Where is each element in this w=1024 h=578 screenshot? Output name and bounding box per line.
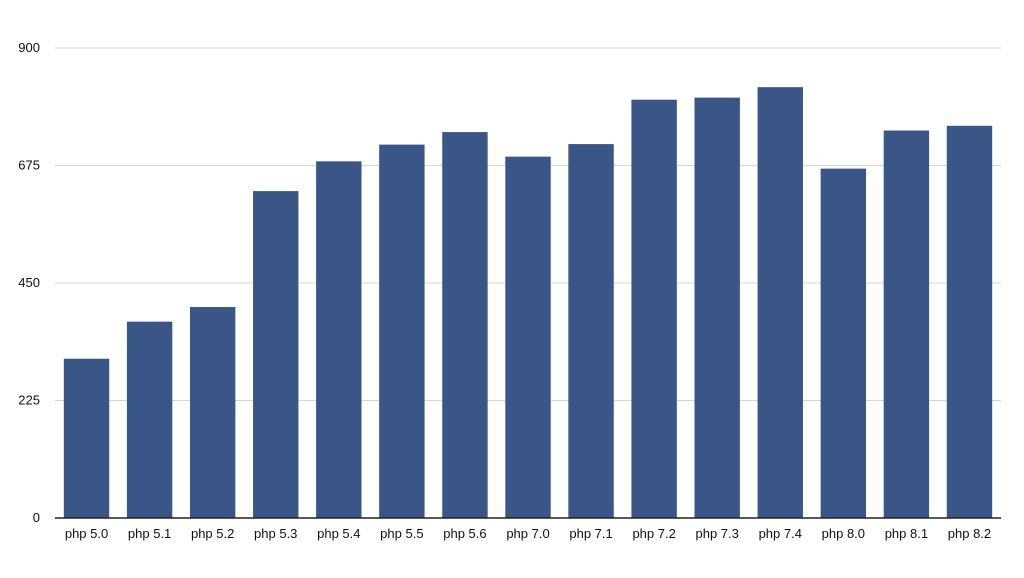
y-tick-labels: 0 225 450 675 900	[18, 40, 40, 525]
bar	[442, 132, 488, 519]
y-tick-label: 0	[33, 510, 40, 525]
x-tick-label: php 7.2	[632, 526, 675, 541]
x-tick-label: php 5.4	[317, 526, 360, 541]
x-tick-label: php 5.6	[443, 526, 486, 541]
bars	[63, 87, 993, 519]
bar	[379, 144, 425, 518]
bar	[820, 168, 867, 518]
x-tick-label: php 8.2	[948, 526, 991, 541]
x-tick-label: php 5.3	[254, 526, 297, 541]
bar	[883, 130, 930, 518]
y-tick-label: 900	[18, 40, 40, 55]
bar	[631, 99, 677, 518]
bar	[126, 321, 173, 518]
x-tick-label: php 5.0	[65, 526, 108, 541]
x-tick-label: php 5.2	[191, 526, 234, 541]
bar	[568, 144, 614, 519]
bar	[757, 87, 803, 519]
x-tick-labels: php 5.0 php 5.1 php 5.2 php 5.3 php 5.4 php 5…	[65, 526, 991, 541]
y-tick-label: 675	[18, 158, 40, 173]
x-tick-label: php 7.0	[506, 526, 549, 541]
x-tick-label: php 7.3	[696, 526, 739, 541]
x-tick-label: php 5.5	[380, 526, 423, 541]
bar	[63, 358, 110, 518]
bar	[189, 307, 236, 518]
y-tick-label: 450	[18, 275, 40, 290]
bar	[694, 97, 740, 518]
y-tick-label: 225	[18, 393, 40, 408]
bar	[316, 161, 362, 519]
bar	[253, 191, 299, 519]
bar	[505, 156, 551, 518]
x-tick-label: php 5.1	[128, 526, 171, 541]
x-tick-label: php 7.4	[759, 526, 802, 541]
x-tick-label: php 7.1	[569, 526, 612, 541]
x-tick-label: php 8.1	[885, 526, 928, 541]
x-tick-label: php 8.0	[822, 526, 865, 541]
bar	[946, 125, 993, 519]
